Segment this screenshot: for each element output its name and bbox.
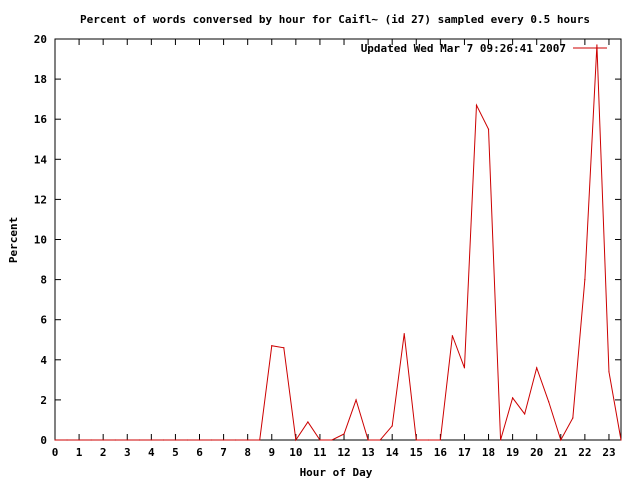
data-point	[319, 439, 321, 441]
y-tick-label: 14	[34, 153, 48, 166]
data-point	[162, 439, 164, 441]
data-point	[102, 439, 104, 441]
x-tick-label: 10	[289, 446, 302, 459]
y-axis: 0 2 4 6 8 10 12 14 16 18 20	[34, 33, 621, 447]
data-point	[295, 439, 297, 441]
x-tick-label: 8	[244, 446, 251, 459]
data-point	[198, 439, 201, 441]
data-point	[499, 439, 502, 441]
y-tick-label: 0	[40, 434, 47, 447]
series-layer	[54, 44, 622, 442]
x-tick-label: 18	[482, 446, 495, 459]
data-point	[548, 401, 550, 403]
data-point	[439, 439, 441, 441]
x-tick-label: 17	[458, 446, 471, 459]
y-tick-label: 6	[40, 314, 47, 327]
data-point	[114, 439, 116, 441]
data-point	[463, 367, 466, 369]
x-tick-label: 5	[172, 446, 179, 459]
data-point	[427, 439, 429, 441]
chart-title: Percent of words conversed by hour for C…	[80, 13, 590, 26]
data-point	[524, 413, 526, 415]
series-line	[55, 44, 622, 442]
data-point	[572, 417, 574, 419]
data-point	[451, 335, 454, 337]
y-axis-label: Percent	[7, 217, 20, 263]
y-tick-label: 18	[34, 73, 47, 86]
x-tick-label: 11	[313, 446, 327, 459]
x-tick-label: 22	[578, 446, 591, 459]
data-point	[271, 345, 273, 347]
x-tick-label: 12	[337, 446, 350, 459]
x-axis: 0 1 2 3 4 5 6 7 8 9 10 11 12 13 14 15 16 17 18 19 20 21 22 23	[52, 39, 616, 459]
data-point	[150, 439, 152, 441]
data-point	[391, 425, 393, 427]
x-tick-label: 23	[602, 446, 615, 459]
x-tick-label: 7	[220, 446, 227, 459]
y-tick-label: 2	[40, 394, 47, 407]
data-point	[66, 439, 68, 441]
y-tick-label: 12	[34, 193, 47, 206]
data-point	[608, 371, 610, 373]
data-point	[367, 439, 369, 441]
y-tick-label: 10	[34, 234, 47, 247]
x-tick-label: 1	[76, 446, 83, 459]
x-tick-label: 15	[410, 446, 423, 459]
data-point	[475, 104, 478, 106]
data-point	[307, 421, 309, 423]
y-tick-label: 4	[40, 354, 47, 367]
x-tick-label: 9	[268, 446, 275, 459]
data-point	[584, 279, 586, 281]
data-point	[174, 439, 177, 441]
x-tick-label: 6	[196, 446, 203, 459]
data-point	[343, 433, 345, 435]
data-point	[54, 439, 56, 441]
data-point	[536, 367, 538, 369]
x-tick-label: 19	[506, 446, 519, 459]
data-point	[126, 439, 128, 441]
x-tick-label: 21	[554, 446, 568, 459]
y-tick-label: 16	[34, 113, 48, 126]
data-point	[283, 347, 285, 349]
data-point	[487, 128, 490, 130]
x-tick-label: 3	[124, 446, 131, 459]
data-point	[355, 399, 357, 401]
data-point	[222, 439, 225, 441]
data-point	[620, 439, 622, 441]
x-axis-label: Hour of Day	[300, 466, 373, 479]
data-point	[78, 439, 80, 441]
x-tick-label: 13	[361, 446, 374, 459]
data-point	[415, 439, 417, 441]
y-tick-label: 8	[40, 274, 47, 287]
data-point	[186, 439, 189, 441]
data-point	[90, 439, 92, 441]
data-point	[247, 439, 249, 441]
x-tick-label: 14	[386, 446, 400, 459]
data-point	[210, 439, 213, 441]
data-point	[403, 333, 405, 335]
x-tick-label: 0	[52, 446, 59, 459]
x-tick-label: 20	[530, 446, 543, 459]
x-tick-label: 16	[434, 446, 448, 459]
data-point	[138, 439, 140, 441]
data-point	[379, 439, 381, 441]
data-point	[560, 439, 562, 441]
plot-border	[54, 38, 622, 441]
data-point	[596, 44, 598, 46]
legend-label: Updated Wed Mar 7 09:26:41 2007	[361, 42, 566, 55]
data-point	[259, 439, 261, 441]
data-point	[235, 439, 237, 441]
data-point	[512, 397, 514, 399]
x-tick-label: 2	[100, 446, 107, 459]
legend: Updated Wed Mar 7 09:26:41 2007	[361, 42, 607, 55]
data-point	[331, 439, 333, 441]
y-tick-label: 20	[34, 33, 47, 46]
x-tick-label: 4	[148, 446, 155, 459]
